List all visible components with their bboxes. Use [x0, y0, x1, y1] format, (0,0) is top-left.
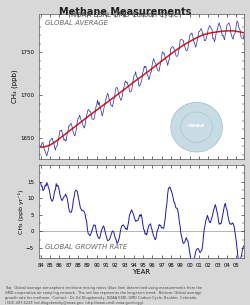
Y-axis label: CH₄ (ppb): CH₄ (ppb): [12, 70, 18, 103]
Text: Top:  Global average atmospheric methane mixing ratios (blue line) determined us: Top: Global average atmospheric methane …: [5, 286, 202, 305]
Text: GLOBAL AVERAGE: GLOBAL AVERAGE: [45, 20, 108, 26]
Text: GLOBAL GROWTH RATE: GLOBAL GROWTH RATE: [45, 244, 127, 250]
Y-axis label: CH₄ (ppb yr⁻¹): CH₄ (ppb yr⁻¹): [18, 189, 24, 234]
Text: Methane Measurements: Methane Measurements: [59, 7, 191, 17]
X-axis label: YEAR: YEAR: [132, 269, 150, 275]
Text: NOAA ESRL GMD Carbon Cycle: NOAA ESRL GMD Carbon Cycle: [72, 12, 178, 18]
